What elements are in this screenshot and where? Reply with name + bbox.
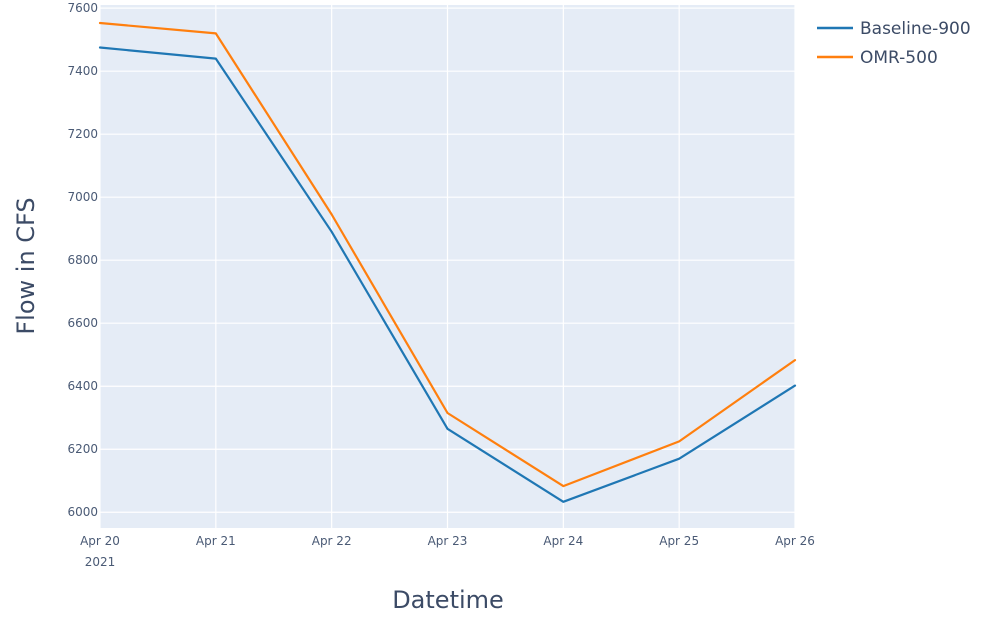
y-tick-label: 7000 — [67, 190, 98, 204]
y-tick-label: 7200 — [67, 127, 98, 141]
series-line-1 — [98, 46, 797, 503]
gridlines — [99, 5, 796, 528]
x-axis-ticks: Apr 20 Apr 21 Apr 22 Apr 23 Apr 24 Apr 25 Apr … — [80, 534, 815, 548]
x-axis-title: Datetime — [392, 586, 504, 614]
series-lines — [98, 21, 797, 503]
y-axis-title: Flow in CFS — [12, 197, 40, 334]
legend: Baseline-900 OMR-500 — [817, 19, 971, 68]
x-tick-label: Apr 24 — [543, 534, 583, 548]
y-tick-label: 6400 — [67, 379, 98, 393]
legend-label: OMR-500 — [860, 48, 938, 68]
y-tick-label: 7400 — [67, 64, 98, 78]
y-tick-label: 6600 — [67, 316, 98, 330]
legend-label: Baseline-900 — [860, 19, 971, 39]
y-tick-label: 6000 — [67, 505, 98, 519]
y-tick-label: 6200 — [67, 442, 98, 456]
x-tick-label: Apr 23 — [428, 534, 468, 548]
x-tick-label: Apr 25 — [659, 534, 699, 548]
x-tick-label: Apr 26 — [775, 534, 815, 548]
x-tick-label: Apr 21 — [196, 534, 236, 548]
series-line-2 — [98, 21, 797, 488]
x-axis-year-label: 2021 — [85, 555, 116, 569]
y-axis-ticks: 6000 6200 6400 6600 6800 7000 7200 7400 7600 — [67, 1, 98, 519]
y-tick-label: 7600 — [67, 1, 98, 15]
y-tick-label: 6800 — [67, 253, 98, 267]
x-tick-label: Apr 20 — [80, 534, 120, 548]
x-tick-label: Apr 22 — [312, 534, 352, 548]
